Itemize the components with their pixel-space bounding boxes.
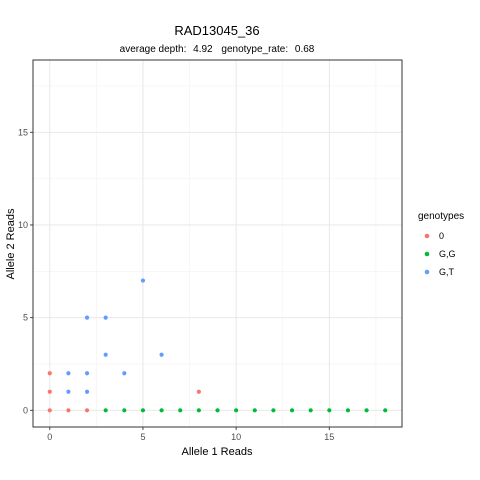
data-point (122, 371, 127, 376)
data-point (196, 389, 201, 394)
legend-label: 0 (439, 231, 444, 241)
x-tick-label: 0 (47, 432, 52, 442)
chart-subtitle: average depth: 4.92 genotype_rate: 0.68 (120, 44, 315, 55)
data-point (252, 408, 257, 413)
legend-label: G,T (439, 267, 455, 277)
x-axis-title: Allele 1 Reads (182, 446, 253, 458)
data-point (196, 408, 201, 413)
y-axis-title: Allele 2 Reads (5, 208, 17, 279)
data-point (84, 371, 90, 376)
data-point (289, 408, 295, 413)
legend-key (424, 251, 430, 257)
y-tick-label: 5 (23, 313, 28, 323)
data-point (66, 389, 71, 394)
axis-ticks: 0 5 10 15 0 5 10 15 (18, 127, 334, 442)
legend-label: G,G (439, 249, 456, 259)
subtitle-depth-value: 4.92 (193, 44, 213, 55)
data-point (103, 408, 108, 413)
y-tick-label: 0 (23, 405, 28, 415)
plot-panel-border (32, 59, 403, 428)
data-point (84, 315, 90, 320)
data-point (66, 371, 71, 376)
subtitle-rate-value: 0.68 (295, 44, 315, 55)
x-tick-label: 15 (324, 432, 334, 442)
data-point (103, 352, 108, 357)
y-tick-label: 10 (18, 220, 28, 230)
legend-title: genotypes (418, 211, 464, 222)
data-point (159, 352, 164, 357)
data-point (364, 408, 369, 413)
data-point (271, 408, 276, 413)
data-point (84, 408, 90, 413)
subtitle-depth-label: average depth: (120, 44, 187, 55)
chart-title: RAD13045_36 (174, 23, 259, 38)
subtitle-rate-label: genotype_rate: (221, 44, 288, 55)
data-point (383, 408, 388, 413)
x-tick-label: 5 (140, 432, 145, 442)
data-points (47, 278, 388, 413)
x-tick-label: 10 (231, 432, 241, 442)
legend-key (424, 269, 430, 275)
data-point (327, 408, 332, 413)
data-point (159, 408, 164, 413)
y-tick-label: 15 (18, 127, 28, 137)
data-point (345, 408, 351, 413)
data-point (47, 408, 52, 413)
legend-key (424, 233, 430, 239)
data-point (47, 371, 52, 376)
data-point (103, 315, 108, 320)
data-point (122, 408, 127, 413)
data-point (178, 408, 183, 413)
data-point (47, 389, 52, 394)
data-point (84, 389, 90, 394)
data-point (140, 278, 146, 283)
data-point (215, 408, 220, 413)
data-point (140, 408, 146, 413)
data-point (308, 408, 313, 413)
legend: genotypes 0 G,G G,T (418, 211, 464, 277)
data-point (66, 408, 71, 413)
data-point (234, 408, 239, 413)
